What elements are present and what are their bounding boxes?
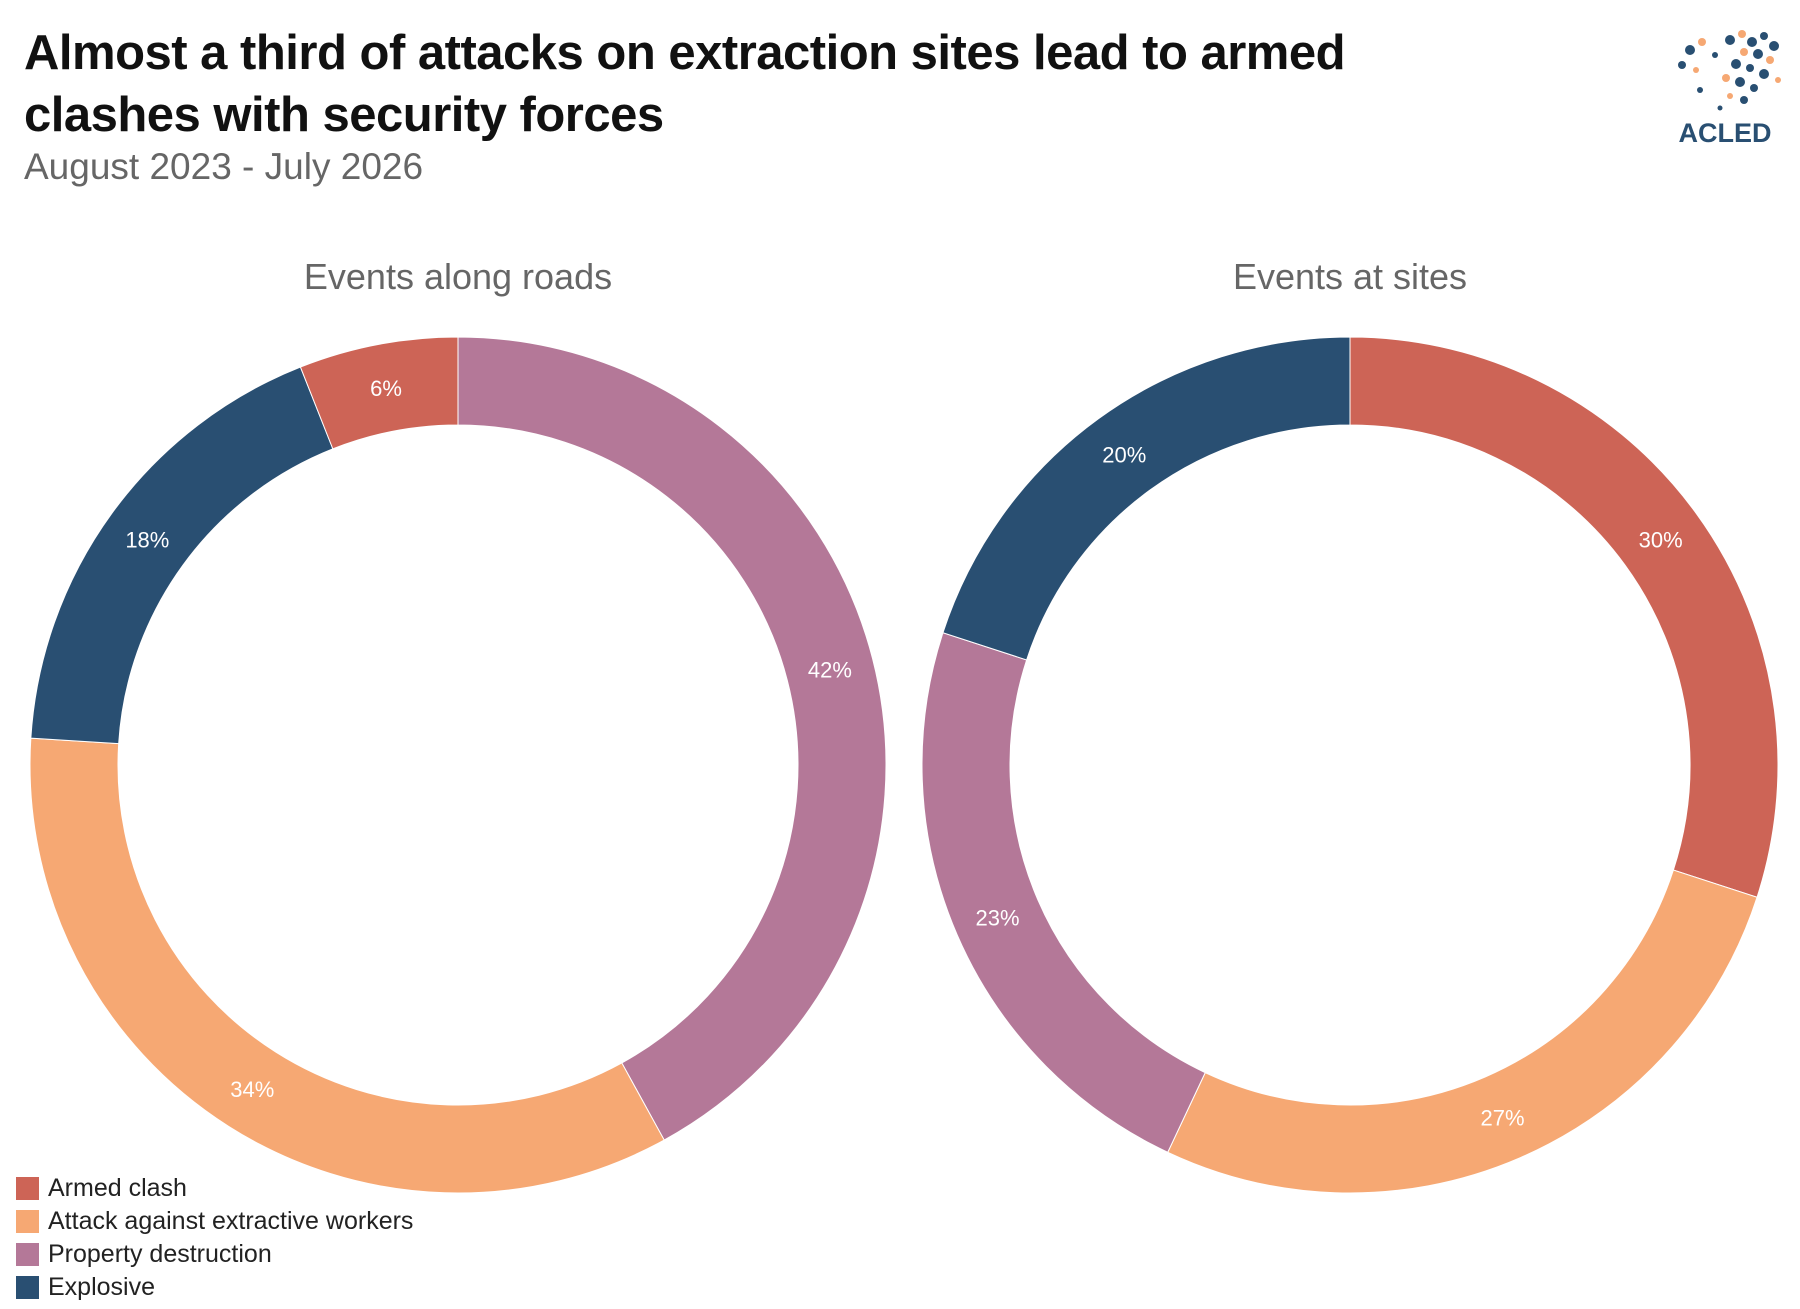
globe-icon bbox=[1678, 30, 1781, 111]
slice-value-label: 6% bbox=[370, 376, 402, 401]
legend-item-armed-clash: Armed clash bbox=[16, 1172, 413, 1205]
slice-value-label: 27% bbox=[1480, 1105, 1524, 1130]
slice-value-label: 42% bbox=[808, 658, 852, 683]
donut-slice bbox=[1349, 336, 1779, 898]
legend-item-explosive: Explosive bbox=[16, 1271, 413, 1304]
slice-value-label: 18% bbox=[125, 527, 169, 552]
legend-swatch bbox=[16, 1243, 39, 1266]
donut-chart-1: Events along roads 42% 34% 18% 6% bbox=[29, 256, 887, 1194]
legend-swatch bbox=[16, 1276, 39, 1299]
logo-text: ACLED bbox=[1679, 118, 1772, 148]
donut-slice bbox=[457, 336, 887, 1141]
legend-label: Attack against extractive workers bbox=[48, 1207, 414, 1235]
donut-slice bbox=[299, 336, 459, 450]
slice-value-label: 34% bbox=[230, 1077, 274, 1102]
legend-swatch bbox=[16, 1177, 39, 1200]
chart-title: Almost a third of attacks on extraction … bbox=[24, 26, 1346, 142]
legend-label: Property destruction bbox=[48, 1240, 272, 1268]
acled-logo: ACLED bbox=[1678, 30, 1781, 148]
chart-subtitle: August 2023 - July 2026 bbox=[24, 146, 424, 187]
slice-value-label: 30% bbox=[1639, 527, 1683, 552]
donut-slice bbox=[29, 737, 665, 1194]
slice-value-label: 23% bbox=[976, 906, 1020, 931]
legend: Armed clash Attack against extractive wo… bbox=[16, 1172, 413, 1304]
legend-swatch bbox=[16, 1210, 39, 1233]
slice-value-label: 20% bbox=[1102, 442, 1146, 467]
donut-slice bbox=[1167, 869, 1758, 1194]
donut-chart-2: Events at sites 30% 27% 23% 20% bbox=[921, 256, 1779, 1194]
legend-label: Armed clash bbox=[48, 1174, 187, 1202]
donut-slice bbox=[30, 366, 334, 745]
donut-title: Events at sites bbox=[1233, 256, 1467, 297]
legend-item-attack-workers: Attack against extractive workers bbox=[16, 1205, 413, 1238]
legend-label: Explosive bbox=[48, 1273, 155, 1301]
donut-title: Events along roads bbox=[304, 256, 612, 297]
donut-slice bbox=[921, 632, 1206, 1153]
legend-item-property-destruction: Property destruction bbox=[16, 1238, 413, 1271]
donut-slice bbox=[942, 336, 1351, 661]
